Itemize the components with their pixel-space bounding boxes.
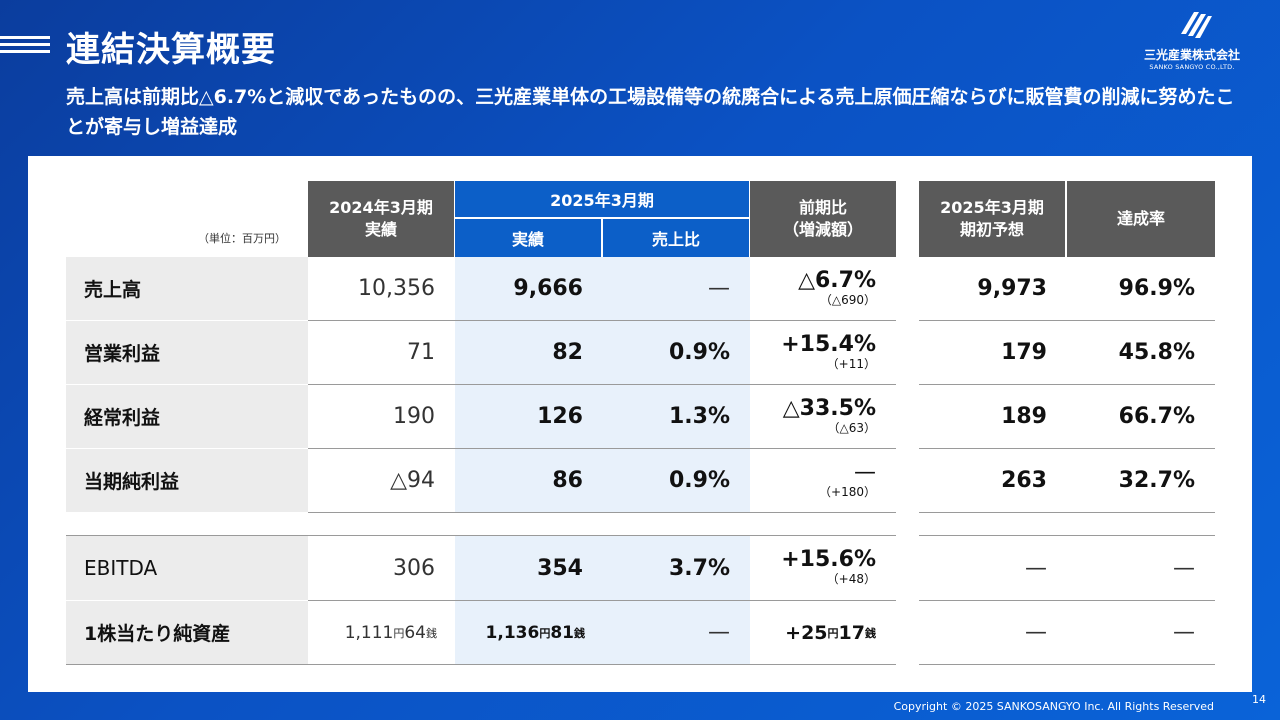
cell-ratio: 1.3% [603, 385, 750, 448]
cell-forecast: — [1025, 620, 1047, 645]
yoy-amount: （+180） [819, 484, 876, 499]
title-decoration-lines [0, 36, 50, 57]
sen-unit: 銭 [426, 626, 437, 640]
bps-sen: 64 [404, 622, 426, 643]
yoy-percent: — [854, 459, 876, 485]
yoy-amount: （△690） [819, 292, 876, 307]
row-divider [66, 664, 896, 665]
row-divider [308, 320, 896, 321]
cell-ratio: 3.7% [603, 536, 750, 600]
bps-sen: 17 [838, 621, 865, 644]
row-divider [919, 600, 1215, 601]
yen-unit: 円 [539, 626, 551, 640]
cell-yoy: △33.5% （△63） [750, 385, 896, 448]
cell-ratio: 0.9% [603, 449, 750, 512]
row-label-bps: 1株当たり純資産 [66, 601, 308, 664]
cell-ratio: 0.9% [603, 321, 750, 384]
row-divider [919, 384, 1215, 385]
header-forecast: 2025年3月期 期初予想 [919, 181, 1065, 257]
row-divider [308, 512, 896, 513]
logo-company-sub: SANKO SANGYO CO.,LTD. [1149, 63, 1235, 71]
cell-achievement: 66.7% [1118, 404, 1195, 429]
yoy-percent: +15.4% [781, 331, 876, 357]
unit-label: （単位：百万円） [198, 232, 286, 245]
cell-ratio: — [603, 257, 750, 320]
row-divider [308, 600, 896, 601]
yoy-percent: △33.5% [782, 395, 876, 421]
sen-unit: 銭 [574, 626, 585, 640]
row-divider [919, 664, 1215, 665]
cell-prev: 306 [393, 555, 435, 581]
cell-achievement: 45.8% [1118, 340, 1195, 365]
yoy-amount: （△63） [827, 420, 877, 435]
section-divider [919, 535, 1215, 536]
row-divider [919, 512, 1215, 513]
row-divider [919, 320, 1215, 321]
cell-yoy: +15.4% （+11） [750, 321, 896, 384]
page-subtitle: 売上高は前期比△6.7%と減収であったものの、三光産業単体の工場設備等の統廃合に… [66, 86, 1235, 138]
row-divider [919, 448, 1215, 449]
cell-actual: 86 [455, 449, 603, 512]
cell-achievement: — [1173, 555, 1195, 581]
row-label-net-income: 当期純利益 [66, 449, 308, 512]
header-current-year: 2025年3月期 [455, 181, 749, 217]
cell-forecast: 189 [1001, 404, 1047, 429]
cell-ratio: — [603, 601, 750, 664]
cell-prev: 1,111 円 64 銭 [308, 601, 455, 664]
cell-yoy: +15.6% （+48） [750, 536, 896, 600]
cell-forecast: — [1025, 555, 1047, 581]
logo-company-name: 三光産業株式会社 [1143, 48, 1240, 62]
cell-forecast: 263 [1001, 468, 1047, 493]
yoy-percent: △6.7% [798, 267, 876, 293]
cell-actual: 1,136 円 81 銭 [455, 601, 603, 664]
header-prev-year: 2024年3月期 実績 [308, 181, 454, 257]
header-actual: 実績 [455, 219, 601, 257]
bps-yen: 1,111 [344, 622, 394, 643]
cell-forecast: 9,973 [977, 276, 1047, 301]
cell-prev: 190 [393, 404, 435, 429]
row-divider [308, 384, 896, 385]
yen-unit: 円 [827, 626, 839, 640]
bps-yen: +25 [785, 621, 828, 644]
page-number: 14 [1252, 693, 1266, 706]
section-divider [66, 535, 896, 536]
cell-yoy: △6.7% （△690） [750, 257, 896, 320]
bps-sen: 81 [550, 622, 574, 643]
bps-yen: 1,136 [485, 622, 540, 643]
cell-achievement: — [1173, 620, 1195, 645]
cell-actual: 9,666 [455, 257, 603, 320]
cell-forecast: 179 [1001, 340, 1047, 365]
yoy-amount: （+11） [826, 356, 876, 371]
cell-yoy: +25 円 17 銭 [750, 601, 896, 664]
cell-actual: 126 [455, 385, 603, 448]
company-logo: 三光産業株式会社 SANKO SANGYO CO.,LTD. [1132, 12, 1252, 71]
header-sales-ratio: 売上比 [603, 219, 749, 257]
header-yoy: 前期比 （増減額） [750, 181, 896, 257]
cell-achievement: 32.7% [1118, 468, 1195, 493]
header-achievement: 達成率 [1067, 181, 1215, 257]
results-table-panel: （単位：百万円） 2024年3月期 実績 2025年3月期 実績 売上比 前期比… [28, 156, 1252, 692]
sen-unit: 銭 [865, 626, 876, 640]
yoy-amount: （+48） [826, 572, 876, 586]
row-divider [308, 448, 896, 449]
cell-yoy: — （+180） [750, 449, 896, 512]
yoy-percent: +15.6% [781, 547, 876, 572]
cell-prev: 10,356 [358, 276, 435, 301]
cell-prev: △94 [390, 468, 435, 493]
cell-prev: 71 [407, 340, 435, 365]
logo-mark-icon [1181, 12, 1212, 38]
row-label-ordinary-profit: 経常利益 [66, 385, 308, 448]
cell-actual: 82 [455, 321, 603, 384]
row-label-ebitda: EBITDA [66, 536, 308, 600]
cell-achievement: 96.9% [1118, 276, 1195, 301]
row-label-sales: 売上高 [66, 257, 308, 320]
cell-actual: 354 [455, 536, 603, 600]
row-label-operating-profit: 営業利益 [66, 321, 308, 384]
yen-unit: 円 [393, 626, 405, 640]
copyright-footer: Copyright © 2025 SANKOSANGYO Inc. All Ri… [893, 700, 1214, 713]
page-title: 連結決算概要 [66, 30, 276, 70]
